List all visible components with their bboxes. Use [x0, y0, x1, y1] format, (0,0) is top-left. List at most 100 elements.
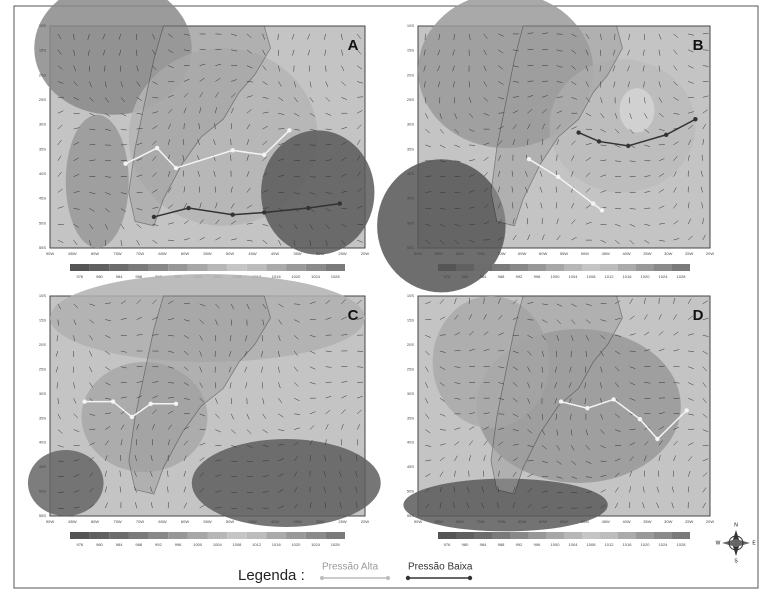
y-tick-label: 20S	[39, 342, 46, 347]
wind-vector	[246, 507, 253, 510]
wind-vector	[246, 187, 251, 193]
wind-vector	[357, 110, 363, 114]
wind-vector	[341, 409, 346, 415]
wind-vector	[673, 455, 676, 462]
wind-vector	[540, 154, 543, 161]
wind-vector	[104, 208, 110, 213]
wind-vector	[246, 95, 253, 98]
wind-vector	[571, 81, 577, 86]
compass-w: W	[716, 540, 721, 546]
wind-vector	[687, 486, 690, 493]
wind-vector	[104, 502, 108, 509]
panel-label: D	[693, 307, 704, 324]
wind-vector	[105, 176, 112, 178]
wind-vector	[183, 426, 190, 430]
wind-vector	[168, 65, 174, 68]
wind-vector	[556, 124, 561, 130]
wind-vector	[309, 113, 316, 117]
wind-vector	[629, 298, 633, 304]
wind-vector	[629, 128, 634, 134]
coastline	[128, 295, 271, 495]
wind-vector	[527, 413, 532, 419]
wind-vector	[355, 455, 358, 462]
colorbar-label: 992	[516, 274, 523, 279]
wind-vector	[136, 381, 143, 383]
wind-vector	[119, 49, 122, 56]
wind-vector	[57, 429, 63, 434]
wind-vector	[483, 204, 489, 209]
wind-vector	[294, 303, 301, 305]
wind-vector	[614, 239, 620, 245]
wind-vector	[512, 139, 515, 146]
x-tick-label: 25W	[685, 251, 693, 256]
colorbar-segment	[618, 532, 636, 539]
wind-vector	[629, 397, 636, 401]
wind-vector	[600, 190, 607, 193]
wind-vector	[629, 113, 632, 119]
wind-vector	[585, 460, 592, 464]
wind-vector	[612, 49, 616, 56]
wind-vector	[262, 189, 269, 193]
wind-vector	[423, 49, 426, 56]
wind-vector	[687, 65, 694, 69]
y-tick-label: 55S	[407, 245, 414, 250]
y-tick-label: 10S	[407, 293, 414, 298]
wind-vector	[183, 412, 190, 415]
wind-vector	[512, 471, 517, 477]
wind-vector	[215, 490, 222, 493]
wind-vector	[702, 300, 708, 305]
wind-vector	[585, 128, 592, 130]
wind-vector	[57, 223, 64, 225]
wind-vector	[585, 476, 592, 478]
wind-vector	[262, 111, 269, 114]
wind-vector	[642, 49, 645, 56]
x-tick-label: 50W	[226, 251, 234, 256]
wind-vector	[262, 140, 268, 146]
wind-vector	[120, 224, 125, 230]
wind-vector	[341, 81, 346, 86]
track-point	[262, 210, 267, 215]
wind-vector	[152, 65, 157, 71]
wind-vector	[278, 174, 285, 177]
colorbar-segment	[128, 264, 149, 271]
colorbar-segment	[168, 532, 188, 539]
wind-vector	[702, 458, 709, 462]
wind-vector	[230, 154, 232, 161]
wind-vector	[452, 81, 455, 88]
wind-vector	[246, 154, 249, 161]
wind-vector	[87, 33, 90, 40]
wind-vector	[356, 171, 361, 177]
wind-vector	[469, 189, 475, 193]
wind-vector	[262, 81, 268, 85]
wind-vector	[278, 413, 284, 418]
wind-vector	[688, 413, 695, 416]
wind-vector	[183, 366, 189, 371]
wind-vector	[262, 172, 268, 177]
wind-vector	[118, 33, 122, 40]
wind-vector	[102, 49, 106, 56]
wind-vector	[512, 110, 519, 114]
wind-vector	[644, 382, 651, 384]
wind-vector	[120, 97, 125, 103]
wind-vector	[199, 382, 203, 388]
wind-vector	[527, 445, 534, 448]
wind-vector	[309, 240, 311, 247]
wind-vector	[629, 428, 636, 430]
track-point	[148, 401, 153, 406]
pressure-track	[560, 398, 688, 441]
wind-vector	[600, 445, 606, 449]
x-tick-label: 85W	[435, 519, 443, 524]
wind-vector	[469, 239, 475, 243]
x-tick-label: 40W	[271, 251, 279, 256]
wind-vector	[600, 113, 605, 119]
wind-vector	[357, 81, 363, 84]
wind-vector	[498, 126, 504, 130]
wind-vector	[120, 396, 127, 399]
wind-vector	[454, 239, 460, 245]
wind-vector	[324, 455, 326, 462]
wind-vector	[73, 239, 78, 246]
wind-vector	[89, 319, 95, 324]
wind-vector	[498, 366, 505, 368]
wind-vector	[278, 429, 285, 431]
wind-vector	[454, 349, 461, 352]
